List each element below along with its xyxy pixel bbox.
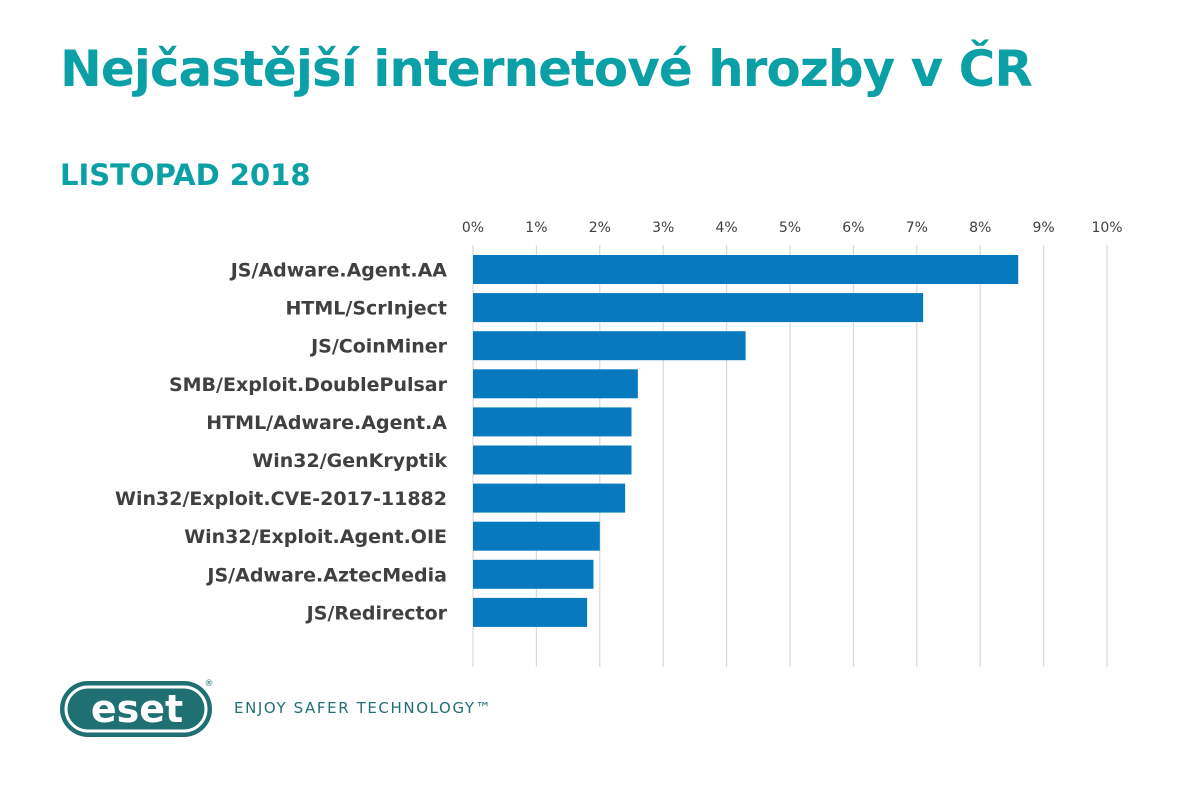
category-label: JS/Adware.Agent.AA <box>229 260 448 282</box>
category-label: JS/Redirector <box>305 602 448 624</box>
registered-mark: ® <box>205 679 214 689</box>
x-tick-label: 5% <box>779 220 801 236</box>
x-tick-label: 2% <box>589 220 611 236</box>
eset-logo: eset ® <box>60 679 214 737</box>
x-tick-label: 10% <box>1091 220 1122 236</box>
bar <box>473 559 594 589</box>
category-label: JS/Adware.AztecMedia <box>205 564 447 586</box>
x-tick-label: 0% <box>462 220 484 236</box>
bar <box>473 293 924 323</box>
category-label: Win32/GenKryptik <box>252 450 447 472</box>
category-label: Win32/Exploit.CVE-2017-11882 <box>115 488 447 510</box>
category-label: JS/CoinMiner <box>309 336 448 358</box>
category-label: Win32/Exploit.Agent.OIE <box>184 526 447 548</box>
bar <box>473 407 632 437</box>
tagline: ENJOY SAFER TECHNOLOGY™ <box>234 699 493 717</box>
bar <box>473 445 632 475</box>
x-tick-label: 8% <box>969 220 991 236</box>
bar <box>473 255 1019 284</box>
x-tick-label: 6% <box>842 220 864 236</box>
eset-logo-text: eset <box>91 687 183 731</box>
bar <box>473 369 638 399</box>
x-tick-label: 7% <box>906 220 928 236</box>
bar <box>473 483 626 513</box>
category-label: HTML/Adware.Agent.A <box>206 412 447 434</box>
chart-subtitle: LISTOPAD 2018 <box>60 158 311 192</box>
x-tick-label: 3% <box>652 220 674 236</box>
chart-title: Nejčastější internetové hrozby v ČR <box>60 40 1033 98</box>
bar <box>473 521 600 551</box>
x-tick-label: 9% <box>1032 220 1054 236</box>
bar <box>473 597 588 627</box>
category-label: HTML/ScrInject <box>286 298 447 320</box>
category-label: SMB/Exploit.DoublePulsar <box>169 374 448 396</box>
bar <box>473 331 746 361</box>
x-tick-label: 1% <box>525 220 547 236</box>
x-tick-label: 4% <box>715 220 737 236</box>
